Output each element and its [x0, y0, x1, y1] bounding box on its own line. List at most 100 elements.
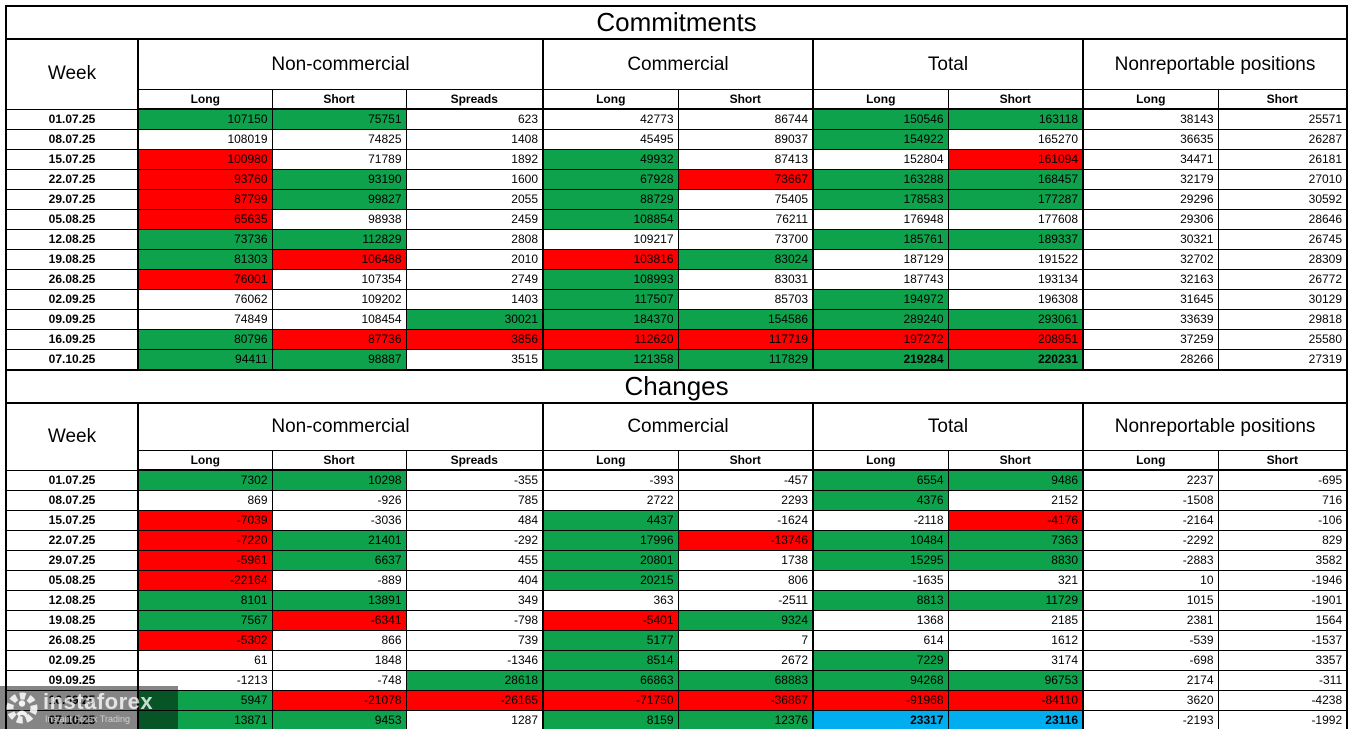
value-cell: 45495: [542, 128, 679, 150]
column-header-total-short: Short: [947, 450, 1084, 471]
value-cell: 76062: [137, 288, 273, 310]
value-cell: 184370: [542, 308, 679, 330]
column-header-nonreportable-positions-short: Short: [1217, 450, 1348, 471]
value-cell: 161094: [947, 148, 1084, 170]
value-cell: 9453: [271, 709, 407, 729]
value-cell: 196308: [947, 288, 1084, 310]
value-cell: 86744: [677, 108, 814, 130]
value-cell: 178583: [812, 188, 949, 210]
value-cell: 866: [271, 629, 407, 651]
value-cell: 80796: [137, 328, 273, 350]
value-cell: 98938: [271, 208, 407, 230]
column-header-nonreportable-positions-long: Long: [1082, 450, 1219, 471]
watermark-tagline: Instant Forex Trading: [45, 714, 131, 724]
value-cell: 26745: [1217, 228, 1348, 250]
value-cell: -889: [271, 569, 407, 591]
value-cell: 83024: [677, 248, 814, 270]
value-cell: -2118: [812, 509, 949, 531]
table-row: 05.08.25 -22164 -889 404 20215 806 -1635 321 10-…: [5, 569, 1348, 591]
value-cell: -1624: [677, 509, 814, 531]
week-column-header: Week: [5, 402, 139, 471]
value-cell: -2292: [1082, 529, 1219, 551]
table-title: Changes: [5, 369, 1348, 404]
column-header-commercial-short: Short: [677, 89, 814, 110]
table-row: 19.08.25 7567 -6341 -798 -5401 9324 1368 2185 23…: [5, 609, 1348, 631]
value-cell: 66863: [542, 669, 679, 691]
value-cell: 2010: [405, 248, 544, 270]
week-cell: 19.08.25: [5, 609, 139, 631]
value-cell: 220231: [947, 348, 1084, 370]
column-header-nonreportable-positions-long: Long: [1082, 89, 1219, 110]
value-cell: 152804: [812, 148, 949, 170]
value-cell: 3515: [405, 348, 544, 370]
table-title-row: Changes: [5, 369, 1348, 404]
value-cell: -4238: [1217, 689, 1348, 711]
week-cell: 22.07.25: [5, 529, 139, 551]
value-cell: 85703: [677, 288, 814, 310]
value-cell: 36635: [1082, 128, 1219, 150]
value-cell: 13891: [271, 589, 407, 611]
value-cell: 806: [677, 569, 814, 591]
group-header-nonreportable-positions: Nonreportable positions: [1081, 402, 1348, 451]
value-cell: 176948: [812, 208, 949, 230]
value-cell: 10298: [271, 469, 407, 491]
week-column-header: Week: [5, 38, 139, 110]
value-cell: 65635: [137, 208, 273, 230]
value-cell: 3174: [947, 649, 1084, 671]
table-row: 02.09.25 61 1848 -1346 8514 2672 7229 3174 -698 3…: [5, 649, 1348, 671]
value-cell: 8830: [947, 549, 1084, 571]
value-cell: 2237: [1082, 469, 1219, 491]
value-cell: 13871: [137, 709, 273, 729]
group-header-non-commercial: Non-commercial: [137, 38, 544, 90]
value-cell: 99827: [271, 188, 407, 210]
value-cell: 28646: [1217, 208, 1348, 230]
value-cell: 8813: [812, 589, 949, 611]
table-row: 07.10.25 94411 98887 3515 121358 117829 219284…: [5, 348, 1348, 370]
table-row: 12.08.25 73736 112829 2808 109217 73700 185761…: [5, 228, 1348, 250]
week-cell: 29.07.25: [5, 188, 139, 210]
value-cell: 349: [405, 589, 544, 611]
value-cell: -1946: [1217, 569, 1348, 591]
group-header-row: Week Non-commercial Commercial Total Nonrepo…: [5, 38, 1348, 110]
instaforex-watermark: instaforex Instant Forex Trading: [0, 686, 178, 729]
value-cell: 109202: [271, 288, 407, 310]
value-cell: 9486: [947, 469, 1084, 491]
week-cell: 12.08.25: [5, 228, 139, 250]
commitments-table: Commitments Week Non-commercial Commercial T…: [5, 5, 1349, 371]
value-cell: 112620: [542, 328, 679, 350]
value-cell: 2459: [405, 208, 544, 230]
week-cell: 05.08.25: [5, 208, 139, 230]
value-cell: 8159: [542, 709, 679, 729]
value-cell: 10484: [812, 529, 949, 551]
group-header-total: Total: [812, 402, 1084, 451]
value-cell: 75751: [271, 108, 407, 130]
value-cell: 25571: [1217, 108, 1348, 130]
table-row: 09.09.25 -1213 -748 28618 66863 68883 94268 967…: [5, 669, 1348, 691]
value-cell: 108854: [542, 208, 679, 230]
value-cell: -393: [542, 469, 679, 491]
value-cell: 25580: [1217, 328, 1348, 350]
value-cell: 1015: [1082, 589, 1219, 611]
value-cell: 208951: [947, 328, 1084, 350]
week-cell: 02.09.25: [5, 649, 139, 671]
column-header-non-commercial-spreads: Spreads: [405, 450, 544, 471]
sub-header-row: Long Short Spreads Long Short Long Short Long Sh…: [6, 450, 1348, 471]
value-cell: 191522: [947, 248, 1084, 270]
value-cell: 98887: [271, 348, 407, 370]
value-cell: 93760: [137, 168, 273, 190]
value-cell: 3582: [1217, 549, 1348, 571]
value-cell: 163288: [812, 168, 949, 190]
value-cell: 623: [405, 108, 544, 130]
value-cell: 168457: [947, 168, 1084, 190]
week-cell: 29.07.25: [5, 549, 139, 571]
value-cell: 26287: [1217, 128, 1348, 150]
group-header-non-commercial: Non-commercial: [137, 402, 544, 451]
value-cell: 187743: [812, 268, 949, 290]
value-cell: 73667: [677, 168, 814, 190]
value-cell: -748: [271, 669, 407, 691]
value-cell: 87799: [137, 188, 273, 210]
value-cell: 27319: [1217, 348, 1348, 370]
value-cell: 165270: [947, 128, 1084, 150]
value-cell: 29818: [1217, 308, 1348, 330]
week-cell: 08.07.25: [5, 128, 139, 150]
